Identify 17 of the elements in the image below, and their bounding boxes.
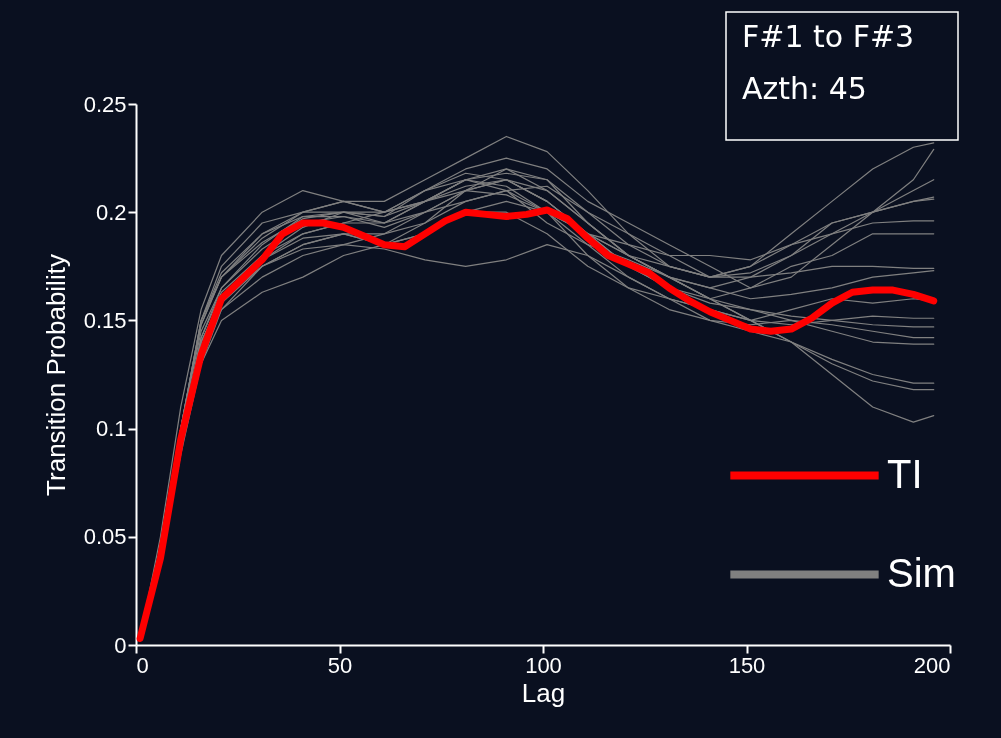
y-tick-label: 0.25 xyxy=(83,91,127,117)
x-tick-label: 0 xyxy=(136,652,149,678)
y-tick-label: 0 xyxy=(114,632,127,658)
y-tick-label: 0.15 xyxy=(83,307,127,333)
annotation: Azth: 45 xyxy=(742,71,867,106)
y-tick-label: 0.1 xyxy=(95,416,127,442)
y-tick-label: 0.05 xyxy=(83,524,127,550)
y-tick-label: 0.2 xyxy=(95,199,127,225)
y-axis-title: Transition Probability xyxy=(40,254,71,496)
x-tick-label: 50 xyxy=(327,652,353,678)
text: F#1 to F#3 xyxy=(742,19,915,54)
x-tick-label: 100 xyxy=(525,652,562,678)
legend-label: Sim xyxy=(887,550,956,595)
x-tick-label: 150 xyxy=(728,652,766,678)
legend-label: TI xyxy=(887,451,923,496)
x-tick-label: 200 xyxy=(913,652,951,678)
x-axis-title: Lag xyxy=(521,677,566,708)
